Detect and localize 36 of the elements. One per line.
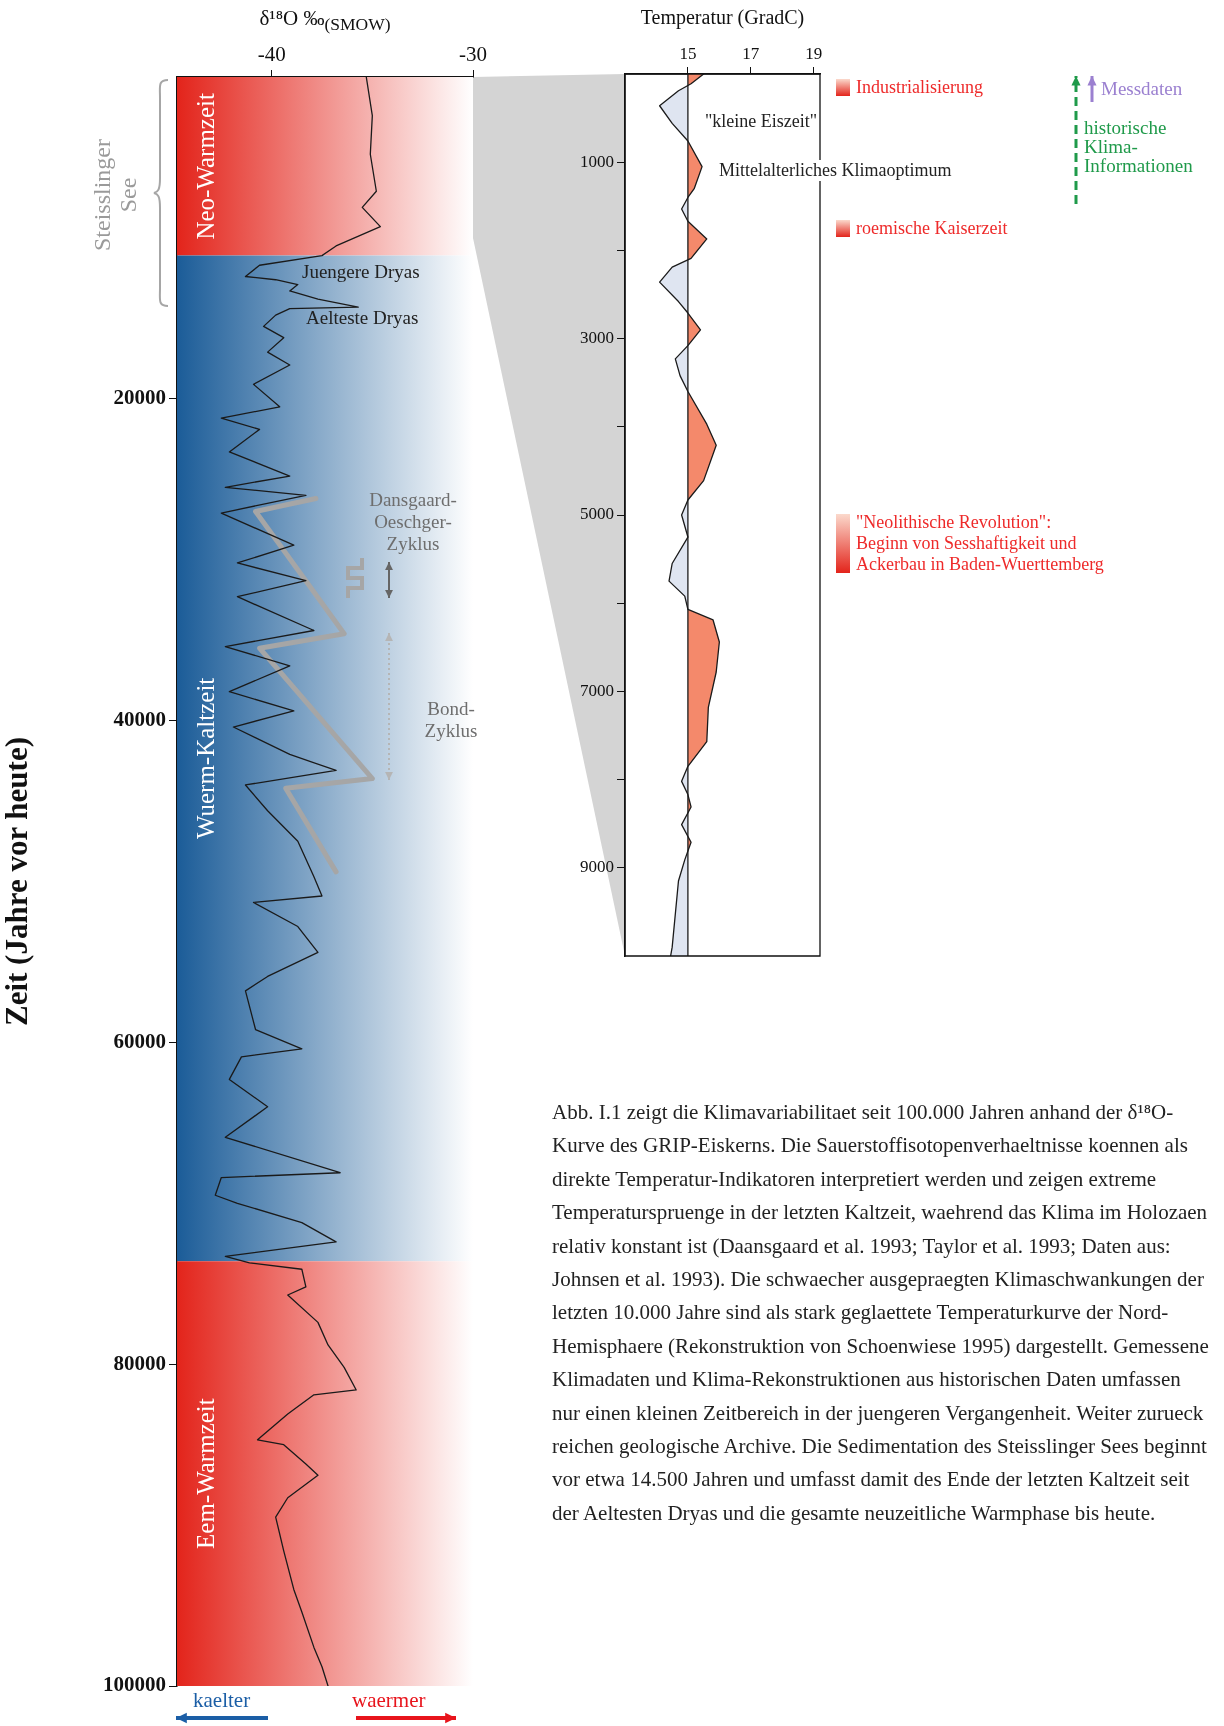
y-tick-label: 100000: [103, 1672, 166, 1697]
text: historische Klima-Informationen: [1084, 117, 1194, 176]
x-axis-title: δ¹⁸O ‰$_{(SMOW)}$: [258, 6, 392, 36]
y-tick-label: 7000: [580, 680, 614, 700]
y-tick-label: 5000: [580, 504, 614, 524]
x-tick-label: 19: [805, 44, 823, 64]
text: roemische Kaiserzeit: [856, 218, 1008, 239]
text: Industrialisierung: [856, 77, 983, 98]
annotation: Mittelalterliches Klimaoptimum: [717, 160, 954, 181]
annotation: Aelteste Dryas: [306, 307, 419, 329]
y-tick-label: 1000: [580, 151, 614, 171]
band-label: Neo-Warmzeit: [191, 92, 219, 240]
y-tick-label: 3000: [580, 328, 614, 348]
band-label: Eem-Warmzeit: [191, 1398, 219, 1549]
text: kaelter: [193, 1688, 251, 1713]
y-tick-label: 9000: [580, 857, 614, 877]
band-label: Wuerm-Kaltzeit: [191, 677, 219, 840]
text: Messdaten: [1101, 78, 1183, 100]
x-tick-label: -30: [459, 41, 487, 66]
text: "Neolithische Revolution": Beginn von Sesshaftigkeit und Ackerbau in Baden-Wuerttemberg: [856, 512, 1105, 575]
text: Steisslinger See: [89, 138, 141, 253]
y-tick-label: 40000: [113, 707, 166, 732]
annotation: Dansgaard-Oeschger-Zyklus: [368, 489, 458, 555]
text: Abb. I.1 zeigt die Klimavariabilitaet seit 100.000 Jahren anhand der δ¹⁸O-Kurve des GRIP-Eiskerns. Die Sauerstoffisotopenverhaeltnisse koennen als direkte Temperatur-Indikatoren interpretiert werden und zeigen extreme Temperaturspruenge in der letzten Kaltzeit, waehrend das Klima im Holozaen relativ konstant ist (Daansgaard et al. 1993; Taylor et al. 1993; Daten aus: Johnsen et al. 1993). Die schwaecher ausgepraegten Klimaschwankungen der letzten 10.000 Jahre sind als stark geglaettete Temperaturkurve der Nord-Hemisphaere (Rekonstruktion von Schoenwiese 1995) dargestellt. Gemessene Klimadaten und Klima-Rekonstruktionen aus historischen Daten umfassen nur einen kleinen Zeitbereich in der juengeren Vergangenheit. Weiter zurueck reichen geologische Archive. Die Sedimentation des Steisslinger Sees beginnt vor etwa 14.500 Jahren und umfasst damit des Ende der letzten Kaltzeit seit der Aeltesten Dryas und die gesamte neuzeitliche Warmphase bis heute.: [552, 1100, 1209, 1525]
annotation: "kleine Eiszeit": [703, 111, 820, 132]
y-axis-title: Zeit (Jahre vor heute): [0, 737, 34, 1026]
x-axis-title: Temperatur (GradC): [639, 6, 806, 29]
annotation: Bond-Zyklus: [423, 698, 479, 742]
annotation: Juengere Dryas: [302, 261, 420, 283]
x-tick-label: 17: [742, 44, 760, 64]
text: waermer: [352, 1688, 426, 1713]
x-tick-label: -40: [257, 41, 286, 66]
y-tick-label: 20000: [113, 385, 166, 410]
x-tick-label: 15: [679, 44, 697, 64]
y-tick-label: 80000: [113, 1350, 166, 1375]
y-tick-label: 60000: [113, 1028, 166, 1053]
